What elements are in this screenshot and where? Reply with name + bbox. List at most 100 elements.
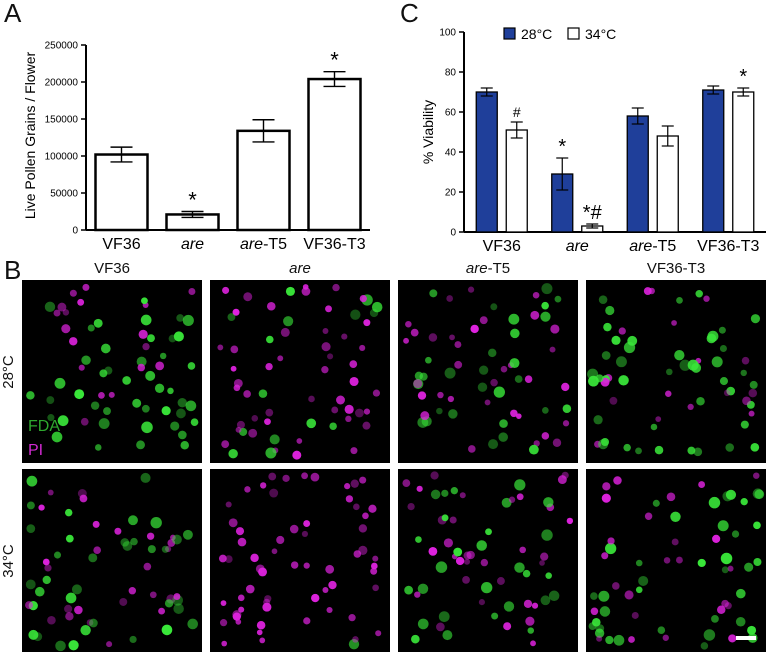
pi-stained-pollen [224,555,233,563]
bar [94,153,149,232]
fda-stained-pollen [754,489,765,500]
y-tick-label: 60 [445,108,457,119]
pi-stained-pollen [221,640,228,647]
significance-mark: * [558,136,566,158]
pi-stained-pollen [92,520,100,528]
pi-stained-pollen [265,362,273,371]
pi-stained-pollen [264,595,272,603]
pi-stained-pollen [721,599,729,608]
pi-stained-pollen [106,641,113,648]
fda-stained-pollen [89,618,98,628]
pi-stained-pollen [455,556,465,566]
pi-stained-pollen [344,404,354,414]
pi-stained-pollen [108,391,115,398]
fda-stained-pollen [285,286,295,296]
bar [626,115,649,233]
pi-stained-pollen [344,483,351,490]
pi-stained-pollen [407,502,415,511]
pi-stained-pollen [484,399,491,406]
pi-stained-pollen [723,389,731,397]
pi-stained-pollen [138,329,148,339]
fda-stained-pollen [136,440,145,450]
pi-stained-pollen [590,607,599,616]
fda-stained-pollen [485,528,492,536]
fda-stained-pollen [103,407,111,415]
fda-stained-pollen [417,583,429,595]
pi-stained-pollen [250,553,259,563]
pi-stained-pollen [251,415,259,422]
panel-label-b: B [4,255,22,285]
fda-stained-pollen [177,397,187,408]
fda-stained-pollen [528,444,539,455]
pi-stained-pollen [602,482,611,491]
pi-stained-pollen [703,295,710,302]
pi-stained-pollen [549,346,556,353]
fda-stained-pollen [438,611,450,622]
pi-stained-pollen [698,481,706,488]
pi-stained-pollen [531,602,539,609]
micrograph-column-label: are-T5 [465,260,511,277]
x-tick-label: are [566,238,589,255]
fda-stained-pollen [540,595,551,606]
pi-stained-pollen [348,614,356,622]
pi-stained-pollen [230,345,239,354]
pi-stained-pollen [119,598,128,606]
fda-stained-pollen [599,606,611,617]
pi-stained-pollen [243,390,251,398]
fda-stained-pollen [182,529,193,540]
fda-stained-pollen [159,352,167,360]
pi-stained-pollen [301,530,309,538]
fda-stained-pollen [161,406,171,416]
pi-stained-pollen [566,517,574,525]
pi-stained-pollen [62,309,70,316]
pi-stained-pollen [420,411,430,421]
fda-stained-pollen [170,421,180,431]
fda-stained-pollen [654,445,664,455]
fda-stained-pollen [720,552,733,565]
pi-stained-pollen [222,286,230,294]
micrograph-column-label: are [289,260,311,277]
fda-stained-pollen [130,537,138,546]
fda-stained-pollen [522,569,531,578]
fda-stained-pollen [601,351,611,360]
x-tick-label: are-T5 [629,238,676,255]
fda-stained-pollen [46,396,55,404]
pi-stained-pollen [712,534,721,543]
pi-stained-pollen [65,612,74,621]
fda-stained-pollen [187,362,196,370]
pi-stained-pollen [402,479,411,488]
pi-stained-pollen [624,590,634,600]
pi-stained-pollen [248,428,258,438]
pi-stained-pollen [601,552,609,560]
fda-stained-pollen [411,634,420,644]
fda-stained-pollen [415,536,422,543]
fda-stained-pollen [598,439,609,450]
pi-stained-pollen [562,420,570,427]
pi-stained-pollen [235,619,242,625]
micrograph-column-label: VF36 [94,260,130,277]
pi-stained-pollen [467,286,475,293]
fda-stained-pollen [510,328,520,339]
fda-stained-pollen [721,566,729,574]
micrograph-image [586,280,766,463]
pi-stained-pollen [662,634,669,641]
pi-stained-pollen [276,535,285,545]
y-tick-label: 150000 [45,115,79,126]
pi-stained-pollen [149,591,157,599]
fda-stained-pollen [51,431,63,443]
fda-stained-pollen [749,380,758,389]
x-tick-label: VF36-T3 [303,236,365,253]
pi-stained-pollen [221,440,230,449]
bar [656,135,679,233]
pi-stained-pollen [454,341,462,349]
fda-stained-pollen [488,348,497,358]
fda-stained-pollen [129,635,137,644]
legend-swatch [503,27,516,40]
pi-stained-pollen [363,408,371,415]
pi-stained-pollen [44,564,52,572]
fda-stained-pollen [80,624,91,636]
pi-stained-pollen [260,482,267,489]
fda-stained-pollen [266,335,274,344]
fda-stained-pollen [176,314,184,322]
legend-label: 28°C [521,26,552,42]
